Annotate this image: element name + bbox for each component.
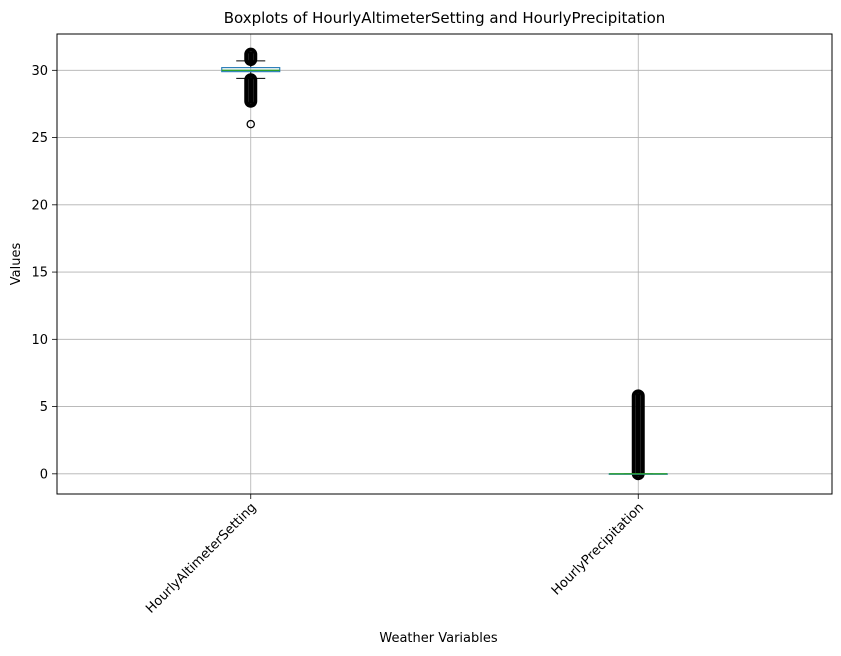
y-tick-label: 0 bbox=[40, 467, 48, 482]
y-tick-label: 30 bbox=[31, 64, 48, 79]
y-tick-label: 5 bbox=[40, 400, 48, 415]
y-tick-label: 25 bbox=[31, 131, 48, 146]
plot-frame bbox=[56, 33, 833, 495]
x-tick-label: HourlyAltimeterSetting bbox=[143, 500, 259, 616]
x-axis-label: Weather Variables bbox=[379, 631, 498, 646]
y-tick-label: 20 bbox=[31, 198, 48, 213]
box-iqr bbox=[221, 67, 281, 73]
y-tick-label: 10 bbox=[31, 333, 48, 348]
outlier-band bbox=[631, 389, 645, 481]
box-layer bbox=[221, 47, 668, 481]
outlier-band-fill bbox=[248, 77, 254, 104]
tick-layer: 0 5 10 15 20 25 30 HourlyAltimeterSetting Hourly… bbox=[31, 64, 647, 617]
grid-layer bbox=[57, 34, 832, 494]
chart-title: Boxplots of HourlyAltimeterSetting and H… bbox=[224, 9, 666, 27]
x-tick-label: HourlyPrecipitation bbox=[549, 500, 647, 598]
outlier-band-fill bbox=[635, 393, 641, 477]
y-tick-label: 15 bbox=[31, 266, 48, 281]
outlier-point bbox=[246, 119, 255, 129]
y-axis-label: Values bbox=[9, 243, 24, 286]
outlier-band-fill bbox=[248, 51, 254, 63]
